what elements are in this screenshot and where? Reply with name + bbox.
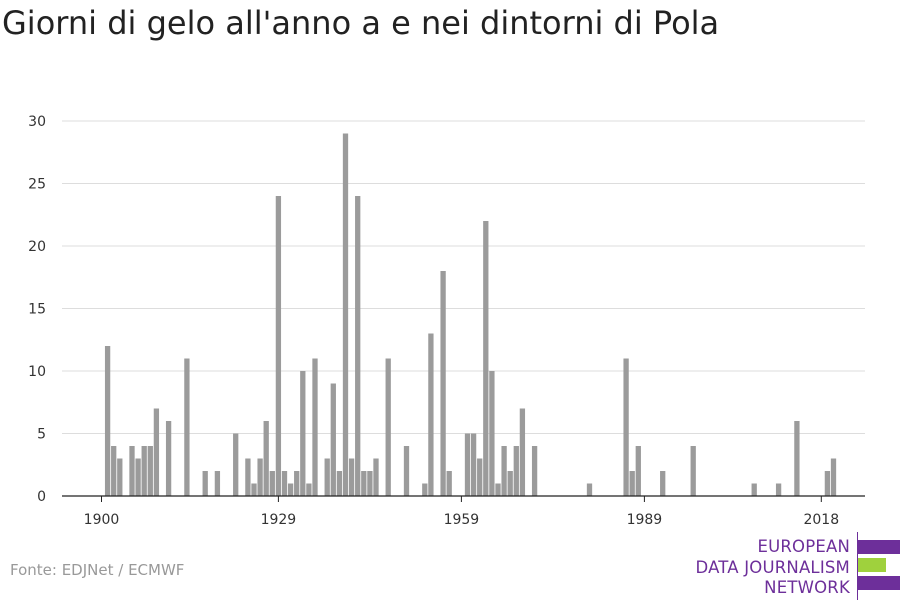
bar-1929 xyxy=(275,196,282,496)
logo-line-1: EUROPEAN xyxy=(757,537,850,556)
bar-1953 xyxy=(422,483,428,496)
bar-1901 xyxy=(104,346,111,496)
bar-1960 xyxy=(464,433,471,496)
bar-1961 xyxy=(470,433,477,496)
bar-1940 xyxy=(342,133,349,496)
bar-1914 xyxy=(184,358,190,496)
bar-1971 xyxy=(531,446,538,496)
bar-1926 xyxy=(257,458,263,496)
logo-text: EUROPEAN DATA JOURNALISM NETWORK xyxy=(695,537,850,599)
bar-1902 xyxy=(111,446,117,496)
x-tick-label: 1900 xyxy=(84,512,120,528)
y-tick-label: 30 xyxy=(28,114,46,130)
bar-1907 xyxy=(141,446,147,496)
bar-1967 xyxy=(507,471,513,496)
bar-2011 xyxy=(775,483,782,496)
bar-1943 xyxy=(361,471,367,496)
logo-line-2: DATA JOURNALISM xyxy=(695,557,850,577)
bar-1930 xyxy=(281,471,288,496)
bar-1933 xyxy=(300,371,306,496)
bar-1987 xyxy=(629,471,635,496)
logo-bar-bottom xyxy=(858,576,900,590)
bar-2019 xyxy=(824,471,831,496)
bar-1922 xyxy=(233,433,239,496)
bar-1944 xyxy=(367,471,373,496)
y-tick-label: 10 xyxy=(28,364,46,380)
bar-1962 xyxy=(477,458,483,496)
bar-1905 xyxy=(129,446,135,496)
bar-1988 xyxy=(635,446,641,496)
bar-1919 xyxy=(214,471,221,496)
y-axis-labels: 0 5 10 15 20 25 30 xyxy=(28,114,46,505)
bar-1964 xyxy=(489,371,495,496)
chart-title: Giorni di gelo all'anno a e nei dintorni… xyxy=(2,4,720,42)
bar-1997 xyxy=(690,446,696,496)
gridlines xyxy=(62,120,865,434)
source-note: Fonte: EDJNet / ECMWF xyxy=(10,561,185,579)
bar-1927 xyxy=(263,421,269,496)
bar-1903 xyxy=(117,458,123,496)
x-tick-label: 2018 xyxy=(803,512,839,528)
bar-1966 xyxy=(501,446,507,496)
bar-1928 xyxy=(269,471,275,496)
bar-1992 xyxy=(660,471,666,496)
bar-1941 xyxy=(348,458,355,496)
bar-1938 xyxy=(330,383,336,496)
x-tick-label: 1929 xyxy=(261,512,297,528)
bar-1917 xyxy=(202,471,208,496)
bar-1934 xyxy=(306,483,312,496)
y-tick-label: 5 xyxy=(37,427,46,443)
bar-1925 xyxy=(251,483,257,496)
x-axis: 1900 1929 1959 1989 2018 xyxy=(62,495,865,528)
logo-bar-middle xyxy=(858,558,886,572)
bar-chart: 0 5 10 15 20 25 30 1900 1929 1959 1989 2018 xyxy=(28,114,865,528)
bar-1965 xyxy=(495,483,501,496)
bar-1956 xyxy=(440,271,446,496)
bar-1980 xyxy=(586,483,593,496)
y-tick-label: 20 xyxy=(28,239,46,255)
y-tick-label: 15 xyxy=(28,302,46,318)
bar-2020 xyxy=(830,458,837,496)
bar-1969 xyxy=(519,408,526,496)
bar-1932 xyxy=(294,471,300,496)
logo-divider xyxy=(857,532,858,600)
x-tick-label: 1989 xyxy=(627,512,663,528)
bar-1947 xyxy=(385,358,391,496)
bar-1939 xyxy=(336,471,343,496)
bar-1950 xyxy=(403,446,410,496)
bar-1906 xyxy=(135,458,141,496)
bar-2014 xyxy=(794,421,800,496)
bar-1957 xyxy=(446,471,452,496)
logo-bar-top xyxy=(858,540,900,554)
logo-line-3: NETWORK xyxy=(764,578,850,597)
bar-1942 xyxy=(355,196,361,496)
bar-1954 xyxy=(428,333,434,496)
y-tick-label: 25 xyxy=(28,177,46,193)
bar-2007 xyxy=(751,483,757,496)
bar-1911 xyxy=(165,421,172,496)
bar-1968 xyxy=(513,446,519,496)
edjnet-logo: EUROPEAN DATA JOURNALISM NETWORK xyxy=(695,532,900,600)
bar-1945 xyxy=(373,458,379,496)
bar-1963 xyxy=(483,221,489,496)
bar-1924 xyxy=(245,458,251,496)
bar-1931 xyxy=(287,483,294,496)
bar-1935 xyxy=(312,358,318,496)
bar-1986 xyxy=(623,358,629,496)
bars xyxy=(104,133,837,496)
x-tick-label: 1959 xyxy=(444,512,480,528)
y-tick-label: 0 xyxy=(37,489,46,505)
bar-1937 xyxy=(324,458,330,496)
bar-1909 xyxy=(153,408,160,496)
bar-1908 xyxy=(147,446,153,496)
